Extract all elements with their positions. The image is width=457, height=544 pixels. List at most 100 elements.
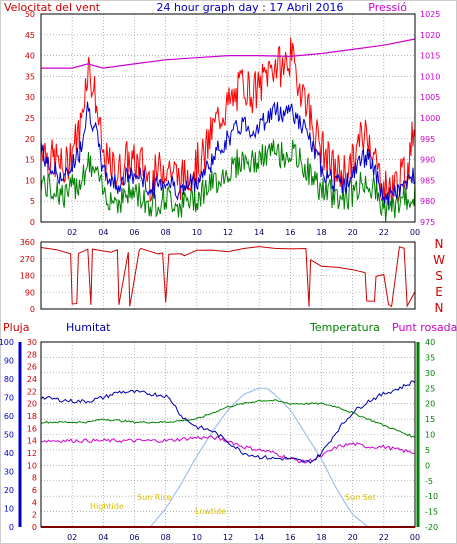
- temperature-tick-label: 5: [425, 446, 430, 455]
- hour-tick-label: 06: [129, 228, 139, 237]
- rain-tick-label: 2: [32, 511, 37, 520]
- temperature-tick-label: 25: [425, 384, 435, 393]
- hour-tick-label: 22: [379, 533, 389, 542]
- rain-tick-label: 8: [32, 474, 37, 483]
- temperature-tick-label: -20: [425, 523, 438, 532]
- rain-tick-label: 16: [27, 424, 37, 433]
- hour-tick-label: 18: [316, 533, 326, 542]
- pressure-tick-label: 1020: [420, 31, 440, 40]
- humidity-tick-label: 10: [4, 505, 14, 514]
- pressure-tick-label: 1000: [420, 114, 440, 123]
- humidity-tick-label: 90: [4, 357, 14, 366]
- temperature-tick-label: -15: [425, 508, 438, 517]
- rain-tick-label: 22: [27, 387, 37, 396]
- direction-tick-label: 270: [20, 255, 35, 264]
- compass-s-label: S: [435, 269, 443, 283]
- wind-direction-line: [40, 246, 416, 308]
- compass-e-label: E: [435, 285, 443, 299]
- humidity-temperature-panel: 0102030405060708090100024681012141618202…: [0, 338, 438, 542]
- hour-tick-label: 14: [254, 228, 264, 237]
- pressure-tick-label: 1015: [420, 52, 440, 61]
- hour-tick-label: 20: [348, 533, 358, 542]
- hour-tick-label: 02: [67, 533, 77, 542]
- direction-tick-label: 360: [20, 238, 35, 247]
- hour-tick-label: 20: [348, 228, 358, 237]
- pressure-axis-title: Pressió: [368, 1, 407, 14]
- hour-tick-label: 04: [98, 228, 108, 237]
- rain-tick-label: 28: [27, 350, 37, 359]
- wind-minimum-line: [40, 139, 416, 223]
- rain-tick-label: 26: [27, 363, 37, 372]
- wind-pressure-panel: 0510152025303540455097598098599099510001…: [25, 10, 441, 237]
- humidity-tick-label: 80: [4, 375, 14, 384]
- pressure-tick-label: 995: [420, 135, 435, 144]
- wind-speed-tick-label: 0: [30, 218, 35, 227]
- temperature-tick-label: -10: [425, 492, 438, 501]
- wind-speed-tick-label: 15: [25, 156, 35, 165]
- temperature-line: [41, 399, 416, 438]
- wind-panel-frame: [40, 13, 416, 223]
- pressure-tick-label: 975: [420, 218, 435, 227]
- temperature-tick-label: 35: [425, 353, 435, 362]
- temperature-tick-label: -5: [425, 477, 433, 486]
- direction-tick-label: 180: [20, 272, 35, 281]
- humidity-panel-frame: [40, 341, 416, 528]
- wind-speed-tick-label: 30: [25, 93, 35, 102]
- humidity-tick-label: 30: [4, 468, 14, 477]
- hour-tick-label: 14: [254, 533, 264, 542]
- temperature-axis-title: Temperatura: [309, 321, 380, 334]
- wind-direction-panel: 0 90 180 270 360: [20, 238, 416, 314]
- hour-tick-label: 10: [192, 533, 202, 542]
- dewpoint-axis-title: Punt rosada: [392, 321, 457, 334]
- rain-tick-label: 14: [27, 437, 37, 446]
- humidity-tick-label: 40: [4, 449, 14, 458]
- wind-speed-tick-label: 45: [25, 31, 35, 40]
- hour-tick-label: 00: [410, 533, 420, 542]
- rain-tick-label: 6: [32, 486, 37, 495]
- humidity-tick-label: 0: [9, 523, 14, 532]
- hour-tick-label: 18: [316, 228, 326, 237]
- rain-tick-label: 12: [27, 449, 37, 458]
- rain-tick-label: 30: [27, 338, 37, 347]
- pressure-tick-label: 985: [420, 176, 435, 185]
- hour-tick-label: 06: [129, 533, 139, 542]
- wind-speed-tick-label: 20: [25, 135, 35, 144]
- temperature-tick-label: 0: [425, 461, 430, 470]
- wind-speed-axis-title: Velocitat del vent: [4, 1, 101, 14]
- hour-tick-label: 12: [223, 228, 233, 237]
- rain-tick-label: 18: [27, 412, 37, 421]
- humidity-tick-label: 70: [4, 394, 14, 403]
- humidity-tick-label: 60: [4, 412, 14, 421]
- sunrise-label: Sun Rise: [137, 493, 172, 502]
- humidity-tick-label: 20: [4, 486, 14, 495]
- pressure-tick-label: 980: [420, 197, 435, 206]
- humidity-line: [40, 380, 416, 464]
- rain-tick-label: 0: [32, 523, 37, 532]
- wind-average-line: [40, 101, 416, 206]
- hour-tick-label: 12: [223, 533, 233, 542]
- direction-tick-label: 90: [25, 288, 35, 297]
- humidity-tick-label: 100: [0, 338, 14, 347]
- wind-speed-tick-label: 35: [25, 72, 35, 81]
- hour-tick-label: 10: [192, 228, 202, 237]
- hour-tick-label: 08: [161, 228, 171, 237]
- lowtide-label: Lowtide: [195, 507, 226, 516]
- hour-tick-label: 22: [379, 228, 389, 237]
- solar-curve: [149, 387, 369, 528]
- chart-title: 24 hour graph day : 17 Abril 2016: [157, 1, 344, 14]
- hour-tick-label: 16: [285, 228, 295, 237]
- pressure-tick-label: 1010: [420, 72, 440, 81]
- rain-axis-title: Pluja: [3, 321, 29, 334]
- temperature-tick-label: 15: [425, 415, 435, 424]
- temperature-tick-label: 20: [425, 400, 435, 409]
- rain-tick-label: 24: [27, 375, 37, 384]
- compass-n-label: N: [435, 237, 444, 251]
- wind-speed-tick-label: 40: [25, 52, 35, 61]
- hightide-label: Hightide: [90, 502, 124, 511]
- wind-speed-tick-label: 50: [25, 10, 35, 19]
- compass-n-label: N: [435, 301, 444, 315]
- hour-tick-label: 16: [285, 533, 295, 542]
- sunset-label: Sun Set: [345, 493, 376, 502]
